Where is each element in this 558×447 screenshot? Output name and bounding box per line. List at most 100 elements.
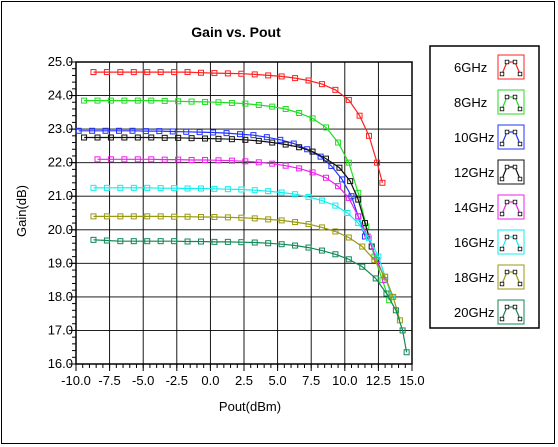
legend-marker (504, 94, 510, 100)
data-point (242, 136, 249, 143)
legend-marker (517, 281, 523, 287)
data-point (296, 165, 303, 172)
legend-line-16ghz (501, 236, 521, 250)
data-point (215, 135, 222, 142)
data-point (188, 156, 195, 163)
data-point (292, 75, 299, 82)
data-point (94, 156, 101, 163)
data-point (117, 213, 124, 220)
data-point (144, 69, 151, 76)
data-point (335, 183, 342, 190)
data-point (211, 70, 218, 77)
legend-marker (517, 176, 523, 182)
data-point (390, 293, 397, 300)
legend-line-8ghz (501, 96, 521, 110)
data-point (269, 139, 276, 146)
series-18ghz (90, 213, 403, 324)
data-point (403, 349, 410, 356)
data-point (309, 148, 316, 155)
data-point (305, 193, 312, 200)
data-point (175, 98, 182, 105)
legend-marker (512, 199, 518, 205)
y-tick-label: 16.0 (48, 356, 73, 371)
data-point (202, 98, 209, 105)
data-point (278, 217, 285, 224)
data-point (345, 194, 352, 201)
data-point (242, 100, 249, 107)
series-12ghz (81, 134, 375, 250)
data-point (90, 213, 97, 220)
data-point (224, 186, 231, 193)
data-point (81, 134, 88, 141)
data-point (197, 214, 204, 221)
data-point (171, 238, 178, 245)
data-point (196, 129, 203, 136)
data-point (322, 174, 329, 181)
x-tick-label: -2.5 (166, 373, 188, 388)
y-tick-label: 22.0 (48, 155, 73, 170)
legend-label-20ghz: 20GHz (454, 305, 494, 320)
legend-line-14ghz (501, 201, 521, 215)
data-point (269, 103, 276, 110)
data-point (238, 214, 245, 221)
data-point (144, 238, 151, 245)
series-20ghz (90, 236, 410, 356)
data-point (265, 188, 272, 195)
data-point (157, 238, 164, 245)
data-point (148, 156, 155, 163)
data-point (399, 327, 406, 334)
data-point (269, 160, 276, 167)
data-point (282, 141, 289, 148)
data-point (130, 213, 137, 220)
data-point (332, 228, 339, 235)
data-point (117, 184, 124, 191)
data-point (90, 184, 97, 191)
legend-marker (517, 71, 523, 77)
data-point (372, 275, 379, 282)
data-point (242, 158, 249, 165)
x-tick-label: 7.5 (302, 373, 320, 388)
data-point (197, 238, 204, 245)
x-tick-label: -10.0 (61, 373, 91, 388)
data-point (188, 135, 195, 142)
legend-label-6ghz: 6GHz (454, 60, 487, 75)
legend-line-18ghz (501, 271, 521, 285)
data-point (296, 144, 303, 151)
data-point (250, 132, 257, 139)
legend-marker (512, 94, 518, 100)
data-point (134, 97, 141, 104)
data-point (121, 156, 128, 163)
data-point (103, 184, 110, 191)
legend-label-10ghz: 10GHz (454, 130, 494, 145)
data-point (210, 129, 217, 136)
data-point (278, 73, 285, 80)
data-point (228, 99, 235, 106)
data-point (90, 236, 97, 243)
data-point (197, 185, 204, 192)
data-point (89, 127, 96, 134)
y-tick-label: 23.0 (48, 121, 73, 136)
data-point (359, 263, 366, 270)
data-point (375, 253, 382, 260)
legend-marker (504, 199, 510, 205)
data-point (211, 185, 218, 192)
legend-label-16ghz: 16GHz (454, 235, 494, 250)
legend-label-12ghz: 12GHz (454, 165, 494, 180)
data-point (175, 156, 182, 163)
data-point (148, 134, 155, 141)
legend-marker (499, 106, 505, 112)
data-point (251, 239, 258, 246)
data-point (251, 71, 258, 78)
legend-label-14ghz: 14GHz (454, 200, 494, 215)
series-6ghz (90, 69, 386, 186)
data-point (134, 134, 141, 141)
x-tick-label: -5.0 (132, 373, 154, 388)
data-point (347, 178, 354, 185)
data-point (318, 224, 325, 231)
x-tick-label: 15.0 (399, 373, 424, 388)
legend-line-20ghz (501, 306, 521, 320)
data-point (383, 290, 390, 297)
legend-line-12ghz (501, 166, 521, 180)
legend-marker (504, 164, 510, 170)
legend-marker (499, 176, 505, 182)
